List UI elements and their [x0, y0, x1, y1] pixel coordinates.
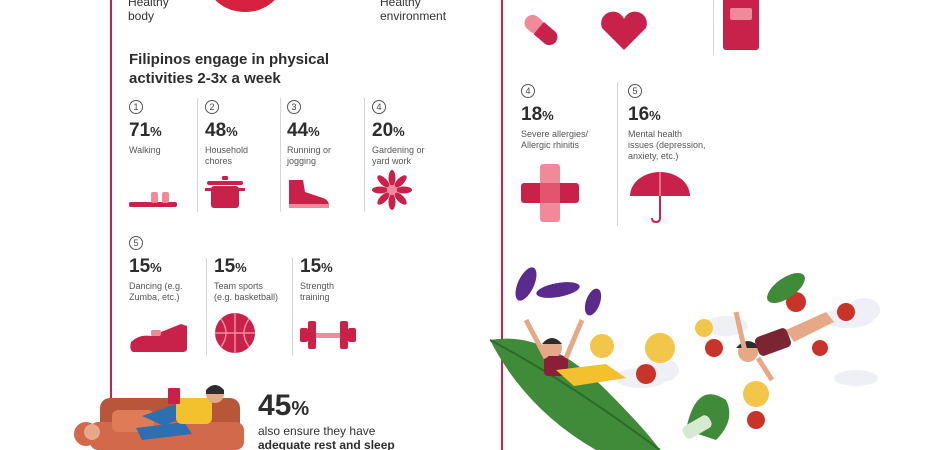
bandage-cross-icon: [521, 164, 579, 222]
stat-value: 44%: [287, 120, 320, 141]
rank-badge: 2: [205, 100, 219, 114]
condition-allergies: 4 18% Severe allergies/Allergic rhinitis: [521, 84, 617, 226]
stat-description: Walking: [129, 145, 161, 155]
activity-team-sports: 15% Team sports (e.g. basketball): [214, 236, 294, 356]
rank-badge: 1: [129, 100, 143, 114]
stat-description: Severe allergies/Allergic rhinitis: [521, 129, 589, 150]
stat-value: 71%: [129, 120, 162, 141]
person-on-couch-illustration: [74, 385, 244, 450]
umbrella-icon: [630, 172, 690, 224]
activity-dancing: 5 15% Dancing (e.g. Zumba, etc.): [129, 236, 205, 356]
row1-divider-1: [197, 98, 198, 212]
weighing-scale-icon: [723, 0, 759, 50]
sandal-icon: [129, 192, 177, 207]
stat-value: 15%: [300, 256, 333, 277]
row2-divider-2: [292, 258, 293, 356]
activity-strength-training: 15% Strength training: [300, 236, 370, 356]
heart-icon: [601, 11, 647, 51]
stat-description: Mental health issues (depression, anxiety,…: [628, 129, 706, 161]
stat-value: 18%: [521, 104, 554, 125]
row1-divider-2: [280, 98, 281, 212]
row2-divider-1: [206, 258, 207, 356]
rank-badge: 5: [129, 236, 143, 250]
stat-description: Dancing (e.g. Zumba, etc.): [129, 281, 183, 302]
healthy-environment-label: Healthy environment: [380, 0, 447, 23]
conditions-divider: [617, 82, 618, 226]
basketball-icon: [215, 313, 255, 353]
stat-description: Strength training: [300, 281, 335, 302]
activity-running: 3 44% Running or jogging: [287, 100, 357, 212]
row1-divider-3: [364, 98, 365, 212]
stat-value: 16%: [628, 104, 661, 125]
center-frame-line: [501, 0, 503, 450]
rest-stat-line1: also ensure they have: [258, 424, 376, 438]
stat-description: Gardening or yard work: [372, 145, 425, 166]
stat-description: Team sports (e.g. basketball): [214, 281, 279, 302]
flying-people-vegetables-illustration: [489, 267, 880, 450]
activity-gardening: 4 20% Gardening or yard work: [372, 100, 442, 212]
healthy-body-label: Healthy body: [128, 0, 169, 23]
flower-icon: [372, 170, 412, 210]
rank-badge: 5: [628, 84, 642, 98]
rank-badge: 4: [521, 84, 535, 98]
activity-walking: 1 71% Walking: [129, 100, 199, 212]
stat-description: Household chores: [205, 145, 249, 166]
sneaker-icon: [289, 180, 329, 208]
stat-value: 48%: [205, 120, 238, 141]
condition-mental-health: 5 16% Mental health issues (depression, an…: [628, 84, 724, 226]
stat-value: 15%: [129, 256, 162, 277]
stat-value: 20%: [372, 120, 405, 141]
pill-icon: [524, 14, 558, 46]
cooking-pot-icon: [205, 176, 245, 208]
dance-shoe-icon: [130, 324, 187, 352]
top-circle-graphic: [215, 0, 275, 12]
rank-badge: 3: [287, 100, 301, 114]
dumbbell-icon: [300, 321, 356, 349]
rest-stat-line2: adequate rest and sleep: [258, 438, 395, 450]
stat-description: Running or jogging: [287, 145, 332, 166]
activities-title: Filipinos engage in physical activities …: [129, 51, 330, 87]
rank-badge: 4: [372, 100, 386, 114]
left-frame-line: [110, 0, 112, 450]
top-right-divider: [713, 0, 714, 55]
stat-value: 15%: [214, 256, 247, 277]
activity-household-chores: 2 48% Household chores: [205, 100, 275, 212]
rest-stat-value: 45%: [258, 389, 310, 422]
